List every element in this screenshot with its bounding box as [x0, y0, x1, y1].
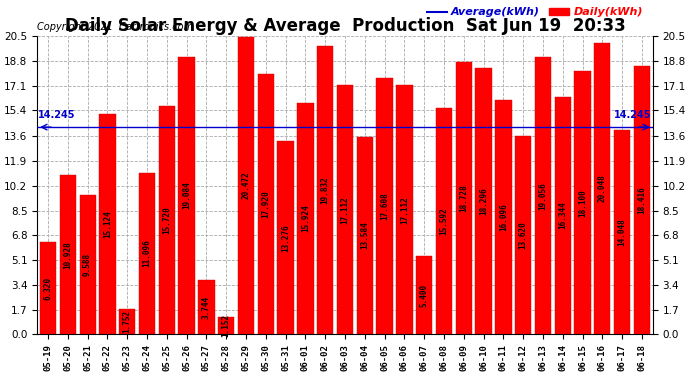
- Text: 5.400: 5.400: [420, 284, 428, 306]
- Text: 13.620: 13.620: [519, 221, 528, 249]
- Bar: [238, 36, 254, 334]
- Text: 14.245: 14.245: [38, 110, 76, 120]
- Text: 19.832: 19.832: [321, 176, 330, 204]
- Text: 14.048: 14.048: [618, 218, 627, 246]
- Text: 15.124: 15.124: [103, 210, 112, 238]
- Text: 18.100: 18.100: [578, 189, 587, 216]
- Bar: [198, 280, 215, 334]
- Bar: [357, 137, 373, 334]
- Bar: [455, 62, 472, 334]
- Text: 11.096: 11.096: [143, 240, 152, 267]
- Bar: [535, 57, 551, 334]
- Bar: [436, 108, 452, 334]
- Text: 20.472: 20.472: [241, 171, 250, 199]
- Bar: [416, 256, 433, 334]
- Bar: [119, 309, 135, 334]
- Bar: [79, 195, 96, 334]
- Bar: [575, 71, 591, 334]
- Bar: [179, 57, 195, 334]
- Text: 16.096: 16.096: [499, 203, 508, 231]
- Text: 6.320: 6.320: [43, 277, 52, 300]
- Legend: Average(kWh), Daily(kWh): Average(kWh), Daily(kWh): [422, 3, 647, 22]
- Bar: [495, 100, 511, 334]
- Text: 19.084: 19.084: [182, 182, 191, 209]
- Bar: [317, 46, 333, 334]
- Bar: [277, 141, 294, 334]
- Text: 1.152: 1.152: [221, 314, 230, 338]
- Bar: [377, 78, 393, 334]
- Bar: [634, 66, 650, 334]
- Text: 17.112: 17.112: [340, 196, 350, 224]
- Text: 17.608: 17.608: [380, 192, 389, 220]
- Text: 10.928: 10.928: [63, 241, 72, 268]
- Text: 17.112: 17.112: [400, 196, 409, 224]
- Text: 15.924: 15.924: [301, 205, 310, 232]
- Text: 16.344: 16.344: [558, 201, 567, 229]
- Bar: [594, 43, 611, 334]
- Text: 15.720: 15.720: [162, 206, 171, 234]
- Text: 9.588: 9.588: [83, 253, 92, 276]
- Bar: [40, 242, 56, 334]
- Text: 19.056: 19.056: [538, 182, 547, 210]
- Text: 20.048: 20.048: [598, 175, 607, 202]
- Bar: [257, 74, 274, 334]
- Text: 13.276: 13.276: [281, 224, 290, 252]
- Bar: [99, 114, 115, 334]
- Bar: [614, 130, 630, 334]
- Bar: [475, 68, 492, 334]
- Text: 3.744: 3.744: [202, 296, 211, 319]
- Bar: [515, 136, 531, 334]
- Text: 18.296: 18.296: [479, 188, 488, 215]
- Text: 15.592: 15.592: [440, 207, 449, 235]
- Text: Copyright 2021  Cartronics.com: Copyright 2021 Cartronics.com: [37, 22, 193, 32]
- Bar: [139, 173, 155, 334]
- Text: 13.584: 13.584: [360, 222, 369, 249]
- Bar: [297, 103, 313, 334]
- Bar: [159, 106, 175, 334]
- Text: 1.752: 1.752: [123, 310, 132, 333]
- Bar: [337, 86, 353, 334]
- Bar: [60, 176, 76, 334]
- Bar: [555, 97, 571, 334]
- Bar: [218, 318, 235, 334]
- Text: 18.728: 18.728: [460, 184, 469, 212]
- Title: Daily Solar Energy & Average  Production  Sat Jun 19  20:33: Daily Solar Energy & Average Production …: [65, 16, 625, 34]
- Text: 17.920: 17.920: [262, 190, 270, 218]
- Bar: [396, 86, 413, 334]
- Text: 14.245: 14.245: [614, 110, 652, 120]
- Text: 18.416: 18.416: [638, 186, 647, 214]
